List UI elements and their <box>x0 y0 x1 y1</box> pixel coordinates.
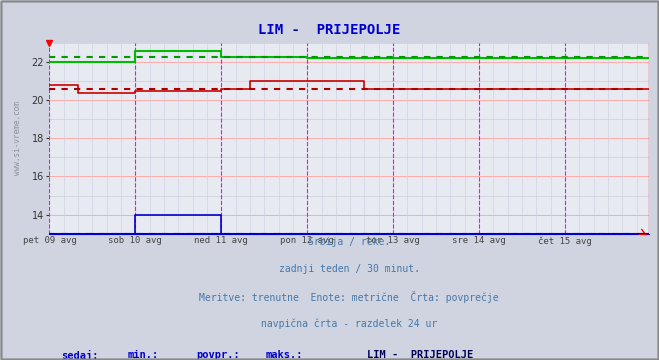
Text: povpr.:: povpr.: <box>196 350 240 360</box>
Text: sedaj:: sedaj: <box>61 350 99 360</box>
Text: navpična črta - razdelek 24 ur: navpična črta - razdelek 24 ur <box>261 318 438 329</box>
Text: www.si-vreme.com: www.si-vreme.com <box>13 102 22 175</box>
Text: min.:: min.: <box>127 350 159 360</box>
Text: zadnji teden / 30 minut.: zadnji teden / 30 minut. <box>279 264 420 274</box>
Text: LIM -  PRIJEPOLJE: LIM - PRIJEPOLJE <box>258 23 401 37</box>
Text: LIM -  PRIJEPOLJE: LIM - PRIJEPOLJE <box>367 350 474 360</box>
Text: Srbija / reke.: Srbija / reke. <box>308 237 390 247</box>
Text: maks.:: maks.: <box>266 350 303 360</box>
Text: Meritve: trenutne  Enote: metrične  Črta: povprečje: Meritve: trenutne Enote: metrične Črta: … <box>200 291 499 303</box>
